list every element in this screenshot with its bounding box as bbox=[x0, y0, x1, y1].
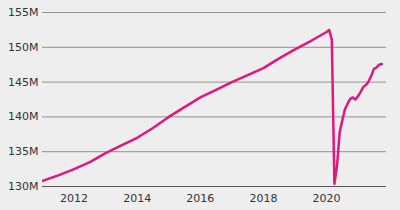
svg-text:145M: 145M bbox=[8, 76, 39, 89]
svg-text:2016: 2016 bbox=[186, 192, 214, 205]
svg-text:2018: 2018 bbox=[249, 192, 277, 205]
svg-text:2012: 2012 bbox=[60, 192, 88, 205]
svg-text:150M: 150M bbox=[8, 41, 39, 54]
svg-text:130M: 130M bbox=[8, 180, 39, 193]
svg-text:135M: 135M bbox=[8, 145, 39, 158]
svg-text:140M: 140M bbox=[8, 110, 39, 123]
svg-text:2020: 2020 bbox=[313, 192, 341, 205]
svg-text:2014: 2014 bbox=[123, 192, 151, 205]
svg-text:155M: 155M bbox=[8, 6, 39, 19]
